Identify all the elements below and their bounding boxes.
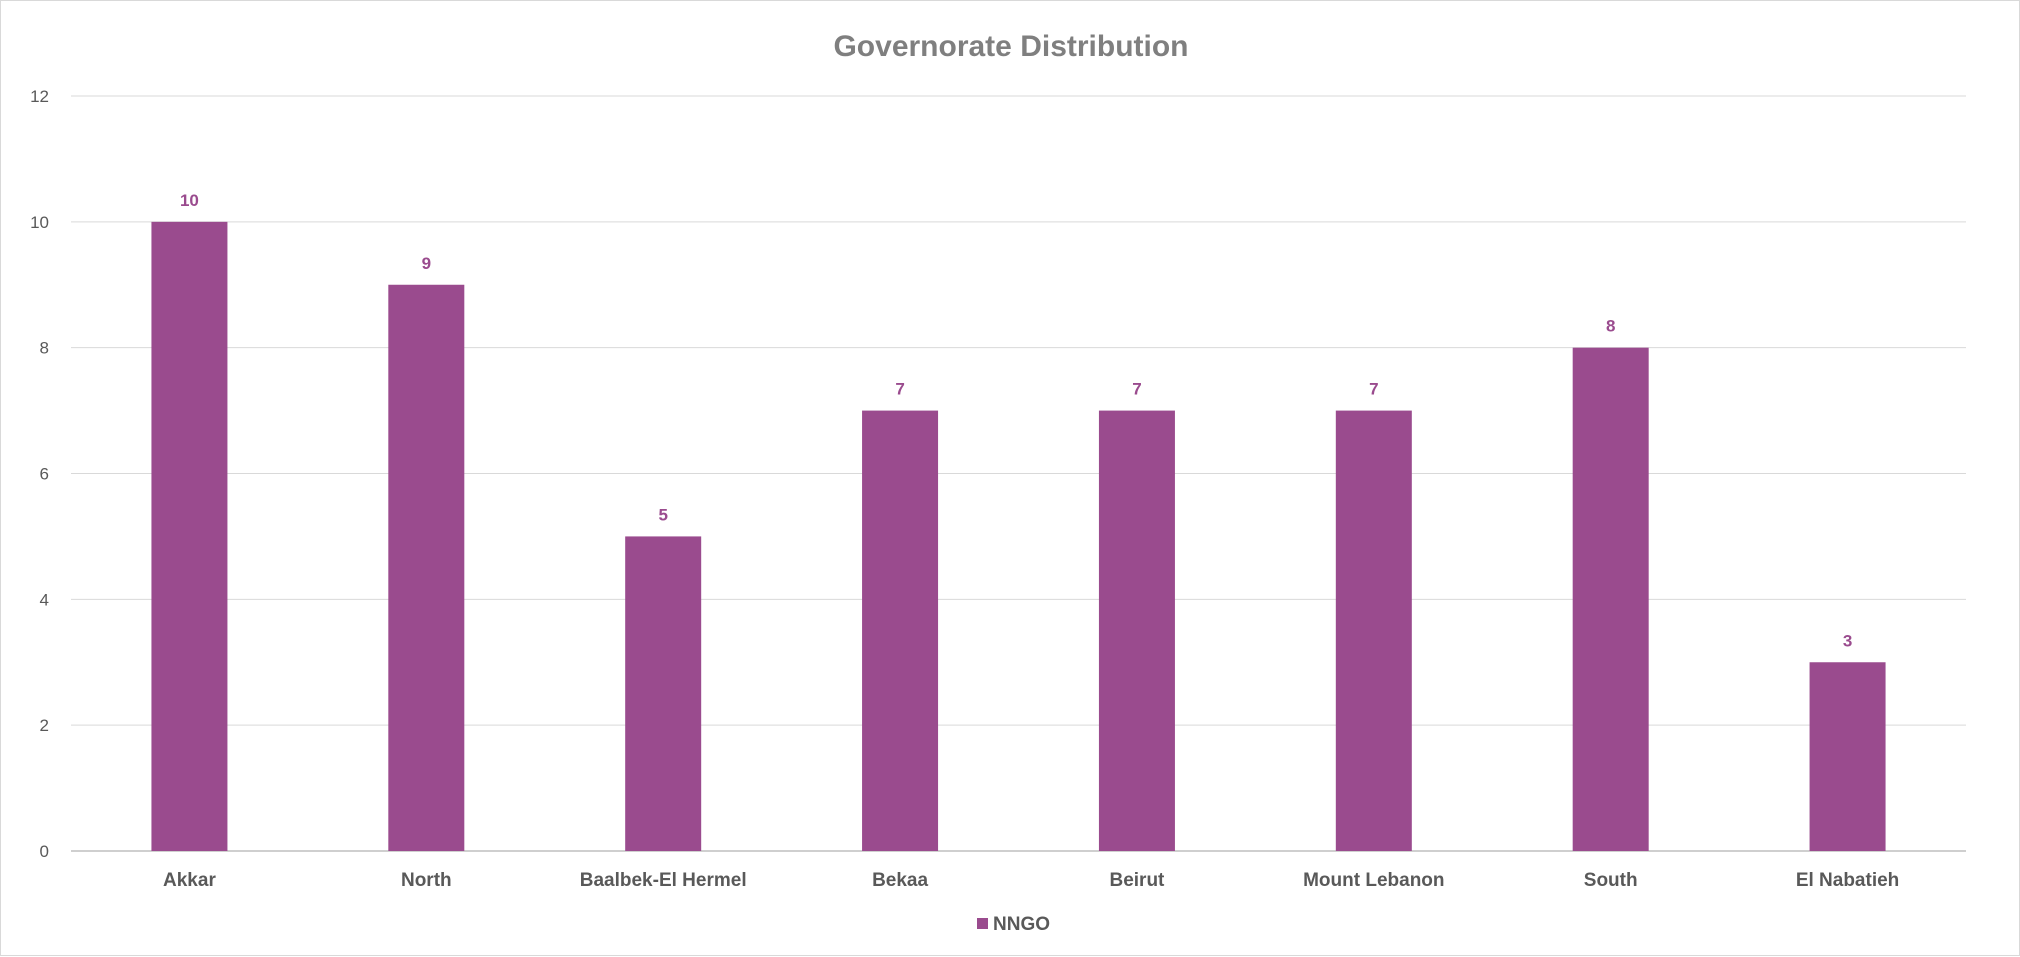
x-tick-label: Akkar	[163, 870, 216, 891]
bar	[1098, 410, 1175, 851]
bar	[388, 284, 465, 851]
x-axis-categories: Akkar North Baalbek-El Hermel Bekaa Beirut Mo…	[163, 870, 1899, 891]
bar	[1572, 347, 1649, 851]
x-tick-label: Mount Lebanon	[1303, 870, 1444, 891]
data-label: 7	[1369, 380, 1378, 399]
y-tick-label: 10	[30, 213, 49, 232]
x-tick-label: South	[1584, 870, 1638, 891]
data-label: 5	[658, 505, 667, 524]
data-label: 8	[1606, 317, 1615, 336]
data-label: 3	[1843, 631, 1852, 650]
x-tick-label: Beirut	[1109, 870, 1165, 891]
y-tick-label: 4	[40, 590, 49, 609]
chart-title: Governorate Distribution	[833, 30, 1188, 63]
x-tick-label: North	[401, 870, 452, 891]
legend-swatch	[977, 918, 988, 929]
bar	[151, 221, 228, 852]
bar	[1335, 410, 1412, 851]
y-axis-ticks: 0 2 4 6 8 10 12	[30, 87, 49, 861]
y-tick-label: 12	[30, 87, 49, 106]
bar	[862, 410, 939, 851]
legend-label: NNGO	[993, 914, 1050, 935]
gridlines	[71, 95, 1966, 852]
data-label: 9	[422, 254, 431, 273]
y-tick-label: 0	[40, 842, 49, 861]
x-tick-label: Baalbek-El Hermel	[580, 870, 747, 891]
x-tick-label: Bekaa	[872, 870, 928, 891]
data-labels: 10 9 5 7 7 7 8 3	[180, 191, 1852, 650]
y-tick-label: 6	[40, 465, 49, 484]
bars	[151, 221, 1886, 852]
bar	[1809, 662, 1886, 851]
x-tick-label: El Nabatieh	[1796, 870, 1899, 891]
legend: NNGO	[977, 914, 1050, 935]
y-tick-label: 8	[40, 339, 49, 358]
data-label: 7	[895, 380, 904, 399]
y-tick-label: 2	[40, 716, 49, 735]
data-label: 7	[1132, 380, 1141, 399]
data-label: 10	[180, 191, 199, 210]
bar	[625, 536, 702, 851]
